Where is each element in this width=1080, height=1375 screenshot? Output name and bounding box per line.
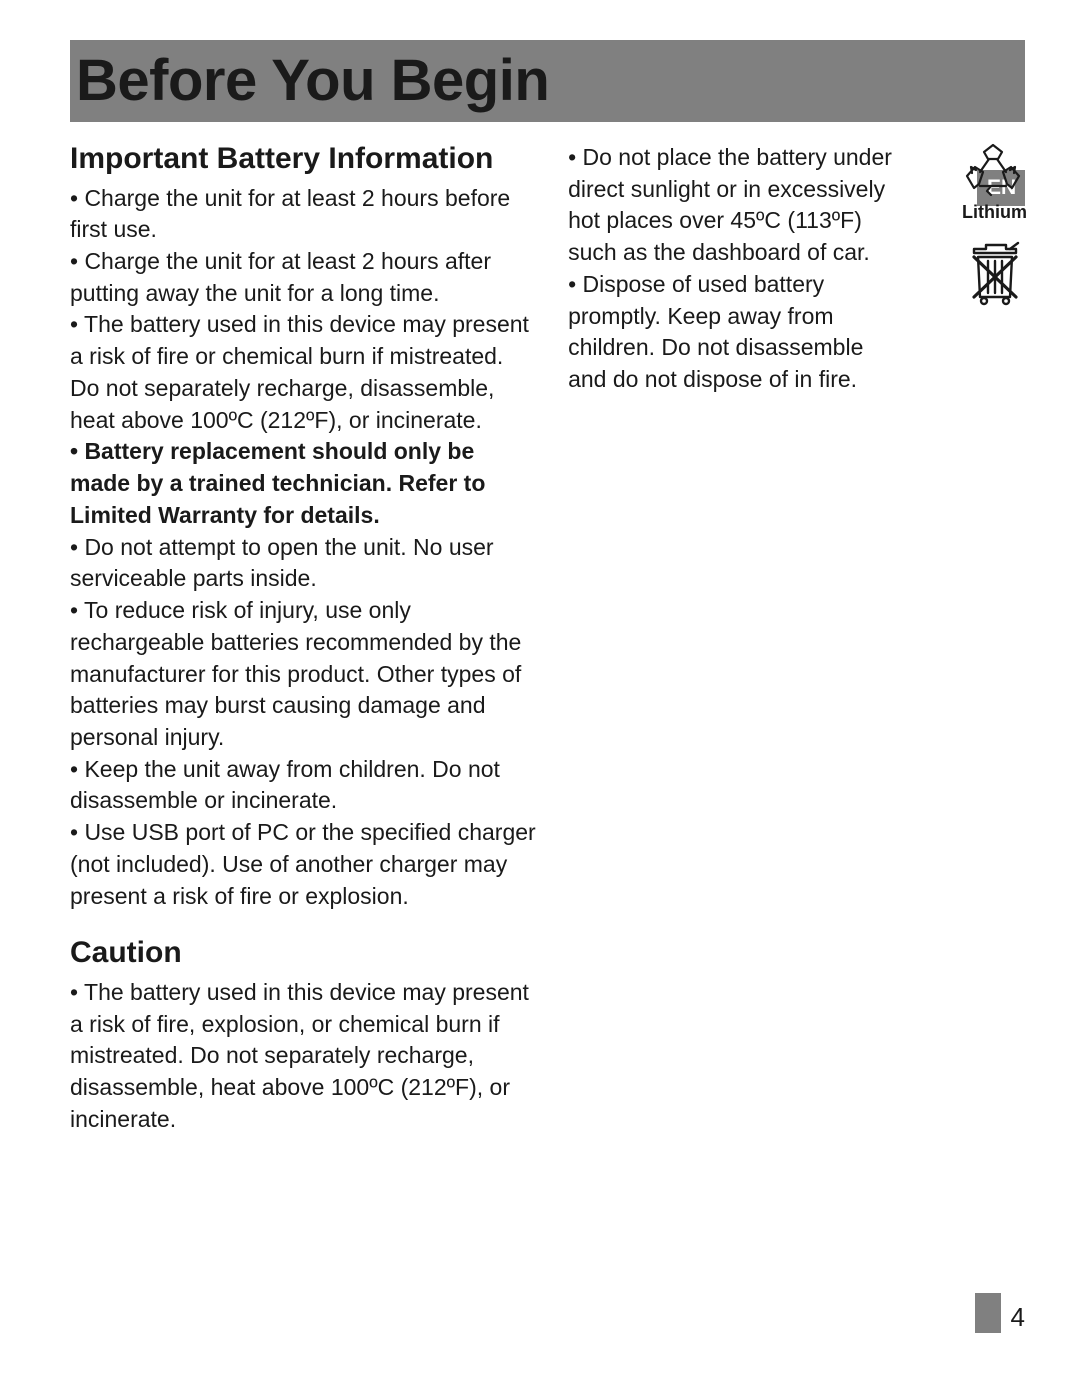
caution-section: Caution • The battery used in this devic… xyxy=(70,936,536,1135)
recycle-caption: Lithium xyxy=(962,200,1027,225)
bullet: • Dispose of used battery promptly. Keep… xyxy=(568,269,908,396)
page-number: 4 xyxy=(1011,1302,1025,1333)
bullet: • Charge the unit for at least 2 hours a… xyxy=(70,246,536,309)
caution-heading: Caution xyxy=(70,936,536,971)
bullet: • Charge the unit for at least 2 hours b… xyxy=(70,183,536,246)
battery-heading: Important Battery Information xyxy=(70,142,536,177)
bullet: • Do not attempt to open the unit. No us… xyxy=(70,532,536,595)
no-bin-icon xyxy=(964,239,1026,311)
bullet-bold: • Battery replacement should only be mad… xyxy=(70,436,536,531)
content-columns: Important Battery Information • Charge t… xyxy=(70,142,1025,1160)
page-marker xyxy=(975,1293,1001,1333)
page-number-block: 4 xyxy=(975,1293,1025,1333)
title-bar: Before You Begin xyxy=(70,40,1025,122)
page-title: Before You Begin xyxy=(70,52,1025,110)
right-icons: Lithium xyxy=(962,142,1027,311)
bullet: • The battery used in this device may pr… xyxy=(70,309,536,436)
battery-section: Important Battery Information • Charge t… xyxy=(70,142,536,912)
bullet: • To reduce risk of injury, use only rec… xyxy=(70,595,536,754)
right-text: • Do not place the battery under direct … xyxy=(568,142,908,396)
recycle-icon xyxy=(962,142,1024,198)
right-column: • Do not place the battery under direct … xyxy=(568,142,1025,1160)
bullet: • Keep the unit away from children. Do n… xyxy=(70,754,536,817)
bullet: • Use USB port of PC or the specified ch… xyxy=(70,817,536,912)
bullet: • The battery used in this device may pr… xyxy=(70,977,536,1136)
left-column: Important Battery Information • Charge t… xyxy=(70,142,536,1160)
recycle-block: Lithium xyxy=(962,142,1027,225)
bullet: • Do not place the battery under direct … xyxy=(568,142,908,269)
